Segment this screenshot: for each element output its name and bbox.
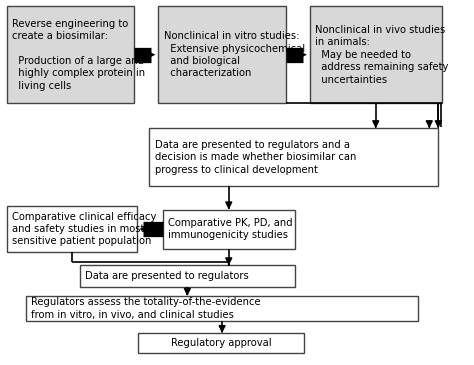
Text: Data are presented to regulators and a
decision is made whether biosimilar can
p: Data are presented to regulators and a d… — [155, 140, 356, 174]
Bar — [149, 128, 438, 186]
Bar — [26, 296, 418, 321]
Bar — [7, 206, 137, 252]
Text: Regulatory approval: Regulatory approval — [171, 338, 271, 348]
Text: Data are presented to regulators: Data are presented to regulators — [85, 272, 249, 281]
Bar — [310, 7, 442, 103]
Text: Reverse engineering to
create a biosimilar:

  Production of a large and
  highl: Reverse engineering to create a biosimil… — [12, 19, 145, 91]
Text: Nonclinical in vivo studies
in animals:
  May be needed to
  address remaining s: Nonclinical in vivo studies in animals: … — [315, 25, 448, 85]
Bar — [138, 333, 304, 353]
Text: Comparative PK, PD, and
immunogenicity studies: Comparative PK, PD, and immunogenicity s… — [168, 218, 292, 240]
Text: Regulators assess the totality-of-the-evidence
from in vitro, in vivo, and clini: Regulators assess the totality-of-the-ev… — [31, 297, 261, 320]
Bar — [158, 7, 286, 103]
Bar — [80, 265, 295, 288]
Bar — [7, 7, 135, 103]
Text: Comparative clinical efficacy
and safety studies in most
sensitive patient popul: Comparative clinical efficacy and safety… — [12, 212, 156, 246]
Text: Nonclinical in vitro studies:
  Extensive physicochemical
  and biological
  cha: Nonclinical in vitro studies: Extensive … — [164, 31, 305, 78]
Bar — [163, 210, 295, 249]
